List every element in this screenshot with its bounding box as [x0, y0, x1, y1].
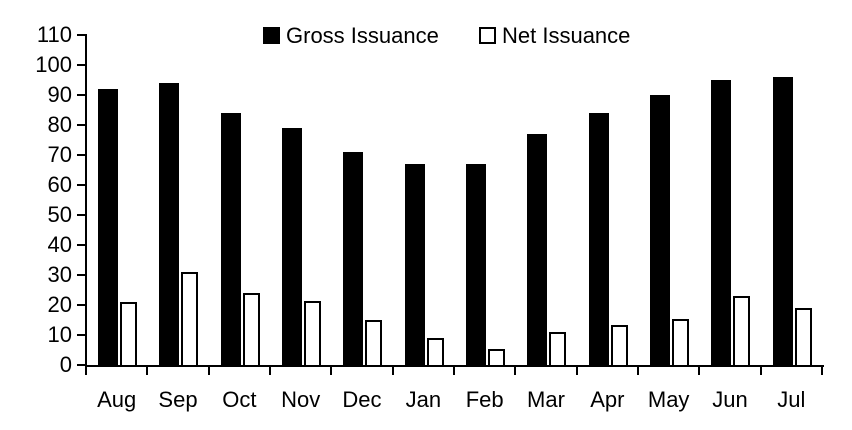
- x-axis-tick: [514, 366, 517, 375]
- net-issuance-bar: [733, 296, 751, 367]
- y-axis-line: [85, 34, 87, 367]
- x-axis-category-label: Jan: [405, 387, 442, 412]
- y-axis-tick: [77, 214, 86, 216]
- x-axis-tick: [269, 366, 271, 375]
- x-axis-tick: [330, 366, 333, 375]
- y-axis-tick-label: 80: [47, 112, 72, 137]
- x-axis-category-label: Feb: [465, 387, 504, 412]
- net-issuance-bar: [672, 318, 689, 367]
- x-axis-tick: [637, 366, 639, 375]
- y-axis-tick: [77, 304, 86, 306]
- gross-issuance-bar: [772, 77, 793, 367]
- x-axis-tick: [698, 366, 701, 375]
- x-axis-category-label: Sep: [158, 387, 198, 412]
- x-axis-tick: [453, 366, 455, 375]
- gross-issuance-bar: [711, 80, 732, 367]
- y-axis-tick: [77, 154, 86, 156]
- x-axis-tick: [207, 366, 210, 375]
- y-axis-tick-label: 90: [47, 82, 72, 107]
- net-issuance-legend-swatch: [479, 27, 496, 44]
- y-axis-tick-label: 0: [59, 352, 72, 377]
- x-axis-tick: [391, 366, 394, 375]
- gross-issuance-bar: [466, 164, 486, 367]
- gross-issuance-bar: [650, 95, 670, 367]
- y-axis-tick-label: 20: [47, 292, 72, 317]
- y-axis-tick: [77, 184, 86, 186]
- x-axis-tick: [85, 366, 87, 375]
- x-axis-category-label: Mar: [527, 387, 565, 412]
- gross-issuance-bar: [588, 113, 609, 367]
- y-axis-tick-label: 110: [36, 22, 72, 47]
- x-axis-category-label: May: [647, 387, 690, 412]
- y-axis-tick-label: 70: [47, 142, 72, 167]
- net-issuance-bar: [426, 338, 444, 367]
- gross-issuance-bar: [98, 89, 118, 367]
- x-axis-tick: [821, 366, 823, 375]
- y-axis-tick: [77, 34, 86, 36]
- gross-issuance-legend-label: Gross Issuance: [286, 23, 439, 48]
- x-axis-tick: [575, 366, 578, 375]
- x-axis-category-label: Apr: [590, 387, 625, 412]
- net-issuance-bar: [488, 348, 505, 367]
- net-issuance-bar: [794, 308, 812, 367]
- net-issuance-bar: [181, 272, 199, 367]
- y-axis-tick: [77, 274, 86, 276]
- gross-issuance-bar: [220, 113, 241, 367]
- y-axis-tick-label: 60: [47, 172, 72, 197]
- x-axis-category-label: Jun: [712, 387, 748, 412]
- x-axis-category-label: Dec: [342, 387, 382, 412]
- x-axis-tick: [146, 366, 149, 375]
- y-axis-tick: [77, 64, 86, 66]
- gross-issuance-bar: [404, 164, 425, 367]
- net-issuance-bar: [242, 293, 260, 367]
- y-axis-tick: [77, 94, 86, 96]
- x-axis-category-label: Oct: [222, 387, 257, 412]
- y-axis-tick-label: 10: [47, 322, 72, 347]
- gross-issuance-bar: [159, 83, 180, 367]
- y-axis-tick: [77, 124, 86, 126]
- x-axis-category-label: Jul: [777, 387, 806, 412]
- net-issuance-bar: [610, 324, 628, 367]
- net-issuance-bar: [304, 300, 321, 367]
- net-issuance-bar: [365, 320, 383, 367]
- net-issuance-bar: [120, 302, 137, 367]
- y-axis-tick: [77, 244, 86, 246]
- gross-issuance-legend-swatch: [263, 27, 280, 44]
- gross-issuance-bar: [527, 134, 548, 367]
- y-axis-tick-label: 50: [47, 202, 72, 227]
- net-issuance-legend-label: Net Issuance: [502, 23, 631, 48]
- net-issuance-bar: [549, 332, 567, 367]
- y-axis-tick-label: 30: [47, 262, 72, 287]
- y-axis-tick-label: 40: [47, 232, 72, 257]
- gross-issuance-bar: [282, 128, 302, 367]
- x-axis-category-label: Aug: [97, 387, 137, 412]
- x-axis-category-label: Nov: [281, 387, 321, 412]
- y-axis-tick-label: 100: [35, 52, 72, 77]
- y-axis-tick: [77, 334, 86, 336]
- y-axis-tick: [77, 364, 86, 366]
- gross-issuance-bar: [343, 152, 364, 367]
- x-axis-tick: [759, 366, 762, 375]
